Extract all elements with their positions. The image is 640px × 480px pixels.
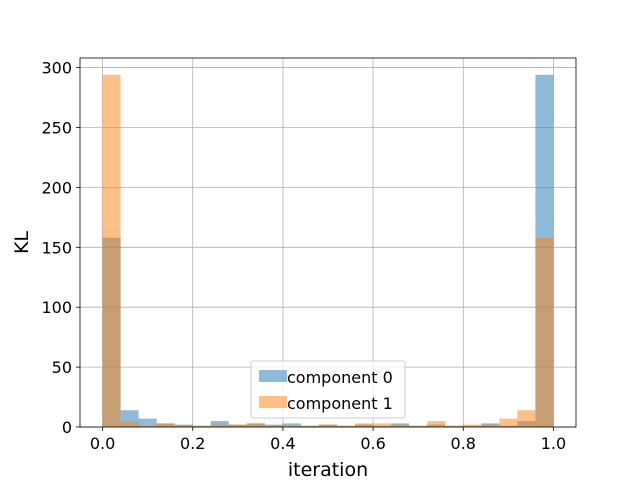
x-axis-label: iteration xyxy=(288,459,368,480)
bar-series-1 xyxy=(337,425,356,427)
x-tick-label: 0.8 xyxy=(451,434,476,453)
bar-series-1 xyxy=(156,423,175,427)
x-tick-label: 0.2 xyxy=(180,434,205,453)
y-tick-label: 300 xyxy=(41,59,72,78)
bar-series-1 xyxy=(282,425,301,427)
y-tick-label: 250 xyxy=(41,118,72,137)
bar-series-1 xyxy=(355,423,374,427)
legend-swatch xyxy=(259,396,287,408)
plot-frame xyxy=(79,57,577,428)
bar-series-1 xyxy=(102,74,121,427)
bar-series-1 xyxy=(300,425,319,427)
bar-series-1 xyxy=(517,410,536,427)
y-axis-label: KL xyxy=(11,231,33,254)
y-tick-label: 150 xyxy=(41,238,72,257)
bar-series-1 xyxy=(427,421,446,427)
bar-series-1 xyxy=(391,424,410,427)
bar-series-1 xyxy=(318,424,338,427)
bar-series-1 xyxy=(174,425,193,427)
x-tick-label: 0.4 xyxy=(270,434,295,453)
legend-box xyxy=(250,360,406,419)
y-tick-label: 50 xyxy=(52,358,72,377)
bar-series-1 xyxy=(264,425,283,427)
y-axis: 0 50 100 150 200 250 300 xyxy=(41,59,80,437)
bar-series-0 xyxy=(282,423,301,427)
bars xyxy=(102,74,554,427)
legend: component 0 component 1 xyxy=(250,360,406,419)
bar-series-1 xyxy=(463,424,482,427)
legend-label: component 0 xyxy=(287,368,393,387)
x-tick-label: 0.6 xyxy=(360,434,385,453)
bar-series-1 xyxy=(228,424,247,427)
bar-series-1 xyxy=(445,425,464,427)
y-tick-label: 0 xyxy=(62,418,72,437)
bar-series-1 xyxy=(481,424,500,427)
bar-series-1 xyxy=(246,423,265,427)
y-tick-label: 100 xyxy=(41,298,72,317)
bar-series-1 xyxy=(535,237,554,427)
legend-label: component 1 xyxy=(287,394,393,413)
y-tick-label: 200 xyxy=(41,178,72,197)
bar-series-1 xyxy=(409,425,428,427)
bar-series-0 xyxy=(210,421,229,427)
x-tick-label: 1.0 xyxy=(541,434,566,453)
x-axis: 0.0 0.2 0.4 0.6 0.8 1.0 xyxy=(90,427,566,453)
bar-series-1 xyxy=(373,423,392,427)
legend-swatch xyxy=(259,370,287,382)
bar-series-1 xyxy=(120,421,139,427)
x-tick-label: 0.0 xyxy=(90,434,115,453)
bar-series-0 xyxy=(138,418,157,427)
bar-series-1 xyxy=(192,425,211,427)
bar-series-1 xyxy=(210,424,229,427)
bar-series-1 xyxy=(499,418,518,427)
bar-series-1 xyxy=(138,425,157,427)
